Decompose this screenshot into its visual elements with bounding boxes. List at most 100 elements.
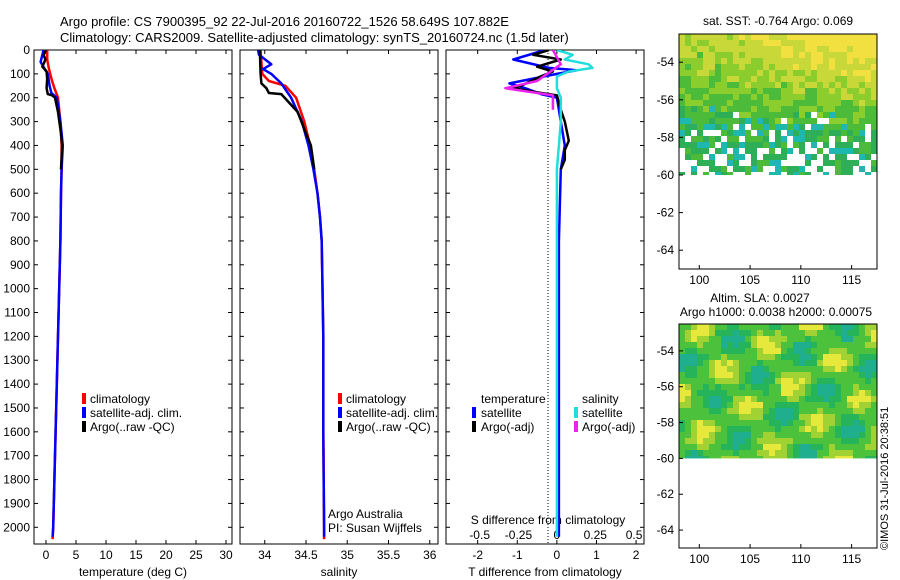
heatmap-cell: [739, 94, 745, 100]
heatmap-cell: [793, 342, 799, 348]
heatmap-cell: [823, 384, 829, 390]
heatmap-cell: [817, 384, 823, 390]
heatmap-cell: [685, 82, 691, 88]
heatmap-cell: [829, 70, 835, 76]
heatmap-cell: [799, 70, 805, 76]
heatmap-cell: [709, 100, 715, 106]
heatmap-cell: [817, 40, 823, 46]
heatmap-cell: [685, 46, 691, 52]
series-line-climatology: [259, 50, 326, 540]
heatmap-cell: [799, 64, 805, 70]
heatmap-cell: [739, 426, 745, 432]
heatmap-cell: [775, 64, 781, 70]
heatmap-cell: [745, 40, 751, 46]
heatmap-cell: [697, 354, 703, 360]
heatmap-cell: [691, 348, 697, 354]
heatmap-cell: [691, 336, 697, 342]
heatmap-cell: [691, 100, 697, 106]
heatmap-cell: [751, 118, 757, 124]
sla-map-frame: [678, 323, 878, 549]
heatmap-cell: [715, 124, 721, 130]
heatmap-cell: [763, 342, 769, 348]
heatmap-cell: [745, 88, 751, 94]
heatmap-cell: [847, 426, 853, 432]
heatmap-cell: [829, 408, 835, 414]
heatmap-cell: [823, 142, 829, 148]
heatmap-cell: [703, 432, 709, 438]
heatmap-cell: [853, 450, 859, 456]
heatmap-cell: [751, 342, 757, 348]
heatmap-cell: [739, 444, 745, 450]
heatmap-cell: [739, 390, 745, 396]
heatmap-cell: [709, 52, 715, 58]
heatmap-cell: [871, 82, 877, 88]
heatmap-cell: [829, 360, 835, 366]
heatmap-cell: [691, 438, 697, 444]
heatmap-cell: [841, 142, 847, 148]
heatmap-cell: [775, 166, 781, 172]
map-y-tick-label: -60: [657, 451, 675, 465]
heatmap-cell: [859, 100, 865, 106]
heatmap-cell: [763, 336, 769, 342]
heatmap-cell: [709, 402, 715, 408]
heatmap-cell: [739, 354, 745, 360]
heatmap-cell: [697, 426, 703, 432]
heatmap-cell: [865, 414, 871, 420]
series-line-satellite-adj-clim-: [256, 50, 326, 537]
heatmap-cell: [847, 372, 853, 378]
heatmap-cell: [703, 88, 709, 94]
heatmap-cell: [853, 348, 859, 354]
heatmap-cell: [871, 366, 877, 372]
heatmap-cell: [841, 82, 847, 88]
map-y-tick-label: -62: [657, 206, 675, 220]
heatmap-cell: [829, 40, 835, 46]
heatmap-cell: [787, 402, 793, 408]
heatmap-cell: [823, 348, 829, 354]
heatmap-cell: [769, 444, 775, 450]
heatmap-cell: [799, 342, 805, 348]
heatmap-cell: [811, 402, 817, 408]
legend-label-s-argo: Argo(-adj): [582, 420, 635, 434]
heatmap-cell: [775, 378, 781, 384]
heatmap-cell: [841, 124, 847, 130]
heatmap-cell: [685, 414, 691, 420]
heatmap-cell: [739, 438, 745, 444]
heatmap-cell: [751, 166, 757, 172]
heatmap-cell: [871, 34, 877, 40]
heatmap-cell: [679, 342, 685, 348]
heatmap-cell: [841, 336, 847, 342]
heatmap-cell: [871, 52, 877, 58]
heatmap-cell: [865, 366, 871, 372]
heatmap-cell: [733, 136, 739, 142]
heatmap-cell: [739, 396, 745, 402]
heatmap-cell: [865, 444, 871, 450]
heatmap-cell: [865, 432, 871, 438]
heatmap-cell: [703, 414, 709, 420]
heatmap-cell: [763, 112, 769, 118]
heatmap-cell: [733, 372, 739, 378]
heatmap-cell: [751, 100, 757, 106]
heatmap-cell: [817, 414, 823, 420]
temperature-xlabel: temperature (deg C): [79, 565, 187, 579]
heatmap-cell: [823, 432, 829, 438]
heatmap-cell: [817, 348, 823, 354]
heatmap-cell: [823, 34, 829, 40]
heatmap-cell: [685, 372, 691, 378]
heatmap-cell: [847, 172, 853, 175]
heatmap-cell: [739, 130, 745, 136]
heatmap-cell: [739, 142, 745, 148]
heatmap-cell: [691, 112, 697, 118]
heatmap-cell: [835, 402, 841, 408]
heatmap-cell: [703, 136, 709, 142]
heatmap-cell: [853, 414, 859, 420]
heatmap-cell: [691, 420, 697, 426]
heatmap-cell: [769, 160, 775, 166]
heatmap-cell: [685, 426, 691, 432]
heatmap-cell: [751, 348, 757, 354]
heatmap-cell: [703, 378, 709, 384]
heatmap-cell: [763, 118, 769, 124]
heatmap-cell: [811, 130, 817, 136]
heatmap-cell: [697, 124, 703, 130]
heatmap-cell: [697, 444, 703, 450]
heatmap-cell: [871, 360, 877, 366]
